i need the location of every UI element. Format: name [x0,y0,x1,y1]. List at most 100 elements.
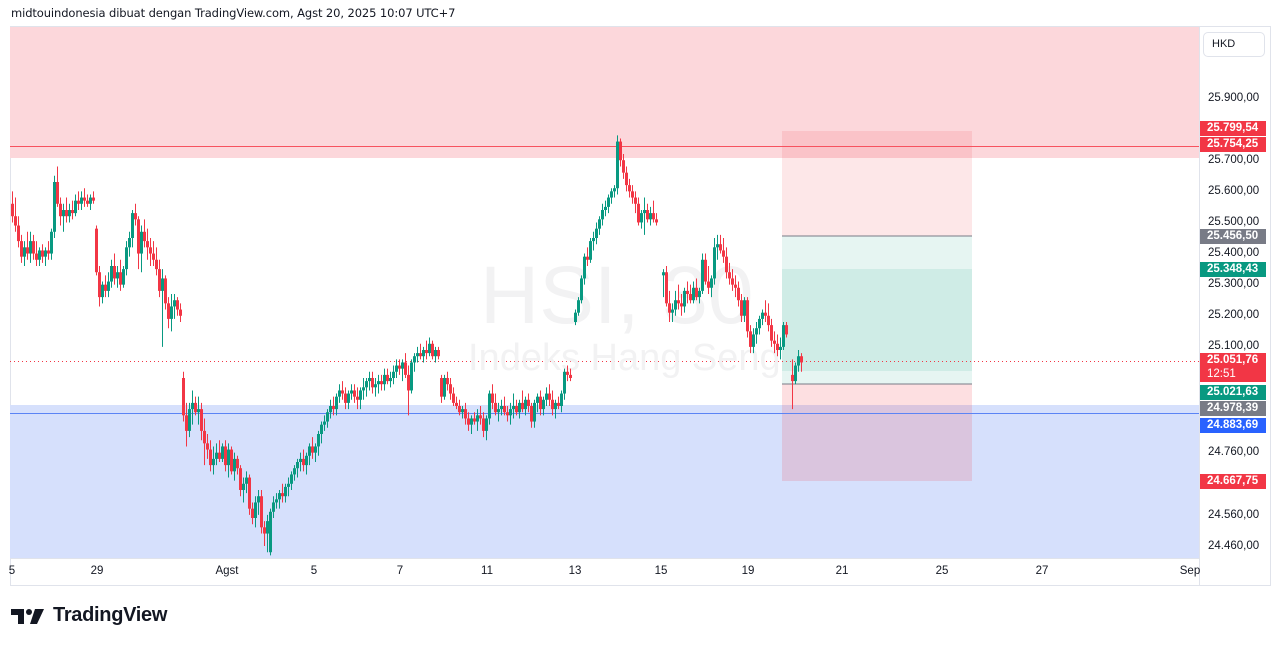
candle [362,377,365,400]
time-tick: 27 [1035,565,1049,577]
candle [527,393,530,413]
candle [23,241,26,266]
candle [266,514,269,553]
price-label: 25.348,43 [1200,262,1266,277]
candle [185,402,188,447]
time-tick: 11 [481,565,493,577]
candle [491,384,494,410]
candle [545,387,548,406]
candle [686,281,689,304]
candle [619,138,622,167]
time-axis[interactable] [10,558,1199,586]
candle [476,409,479,431]
candle [326,409,329,428]
candle [640,209,643,229]
currency-button[interactable]: HKD [1203,32,1265,57]
candle [359,387,362,410]
candle [341,381,344,400]
candle [53,175,56,238]
candle [116,265,119,288]
candle [695,278,698,301]
candle [431,340,434,360]
candle [662,269,665,298]
candle [500,399,503,416]
candle [395,359,398,378]
chart-plot-area[interactable]: HSI, 30 Indeks Hang Seng [10,27,1199,558]
candle [281,483,284,503]
candle [308,443,311,466]
tradingview-logo-icon [11,608,44,624]
candle [161,269,164,347]
candle [683,287,686,313]
candle [155,247,158,276]
candle [404,353,407,378]
candle [200,402,203,441]
candle [401,359,404,382]
candle [449,377,452,400]
candle [137,216,140,270]
candle [625,166,628,192]
candle [698,287,701,304]
candle [245,471,248,494]
candle [443,374,446,400]
candle [284,483,287,503]
candle [305,452,308,475]
candle [707,265,710,294]
position-target-zone [782,236,972,384]
candle [128,231,131,257]
candle [170,293,173,332]
candle [110,259,113,288]
candle [146,228,149,260]
candle [239,465,242,497]
price-label: 24.667,75 [1200,474,1266,489]
candle [41,244,44,263]
candle [260,489,263,534]
candle [610,188,613,204]
price-axis[interactable] [1199,27,1271,585]
candle [56,166,59,207]
candle [218,440,221,462]
candle [335,393,338,416]
candle [613,185,616,198]
candle [86,194,89,207]
candle [248,474,251,515]
candle [509,402,512,425]
time-tick: 21 [835,565,849,577]
candle [107,272,110,298]
chart-frame [10,26,1271,586]
candle [227,443,230,478]
candle [422,346,425,363]
candle [560,390,563,413]
time-tick: 7 [396,565,404,577]
time-tick: Sep [1179,565,1201,577]
candle [296,458,299,478]
candle [583,253,586,285]
candle [269,508,272,556]
candle [221,443,224,462]
chart-attribution: midtouindonesia dibuat dengan TradingVie… [11,6,456,20]
candle [767,303,770,332]
candle [728,262,731,285]
candle [407,365,410,416]
price-label: 24.883,69 [1200,418,1266,433]
candle [674,290,677,316]
candle [473,412,476,425]
candle [574,309,577,326]
candle [761,309,764,326]
candle [50,228,53,260]
resistance-zone [10,27,1199,158]
candle [119,259,122,291]
candle [383,368,386,391]
candle [628,178,631,198]
candle [98,265,101,307]
candle [230,446,233,475]
candle [389,371,392,388]
candle [182,371,185,422]
candle [521,390,524,413]
candle [236,455,239,475]
candle [95,225,98,276]
candle [563,368,566,400]
tradingview-logo-text: TradingView [53,604,168,626]
candle [539,390,542,416]
time-tick: 5 [8,565,16,577]
